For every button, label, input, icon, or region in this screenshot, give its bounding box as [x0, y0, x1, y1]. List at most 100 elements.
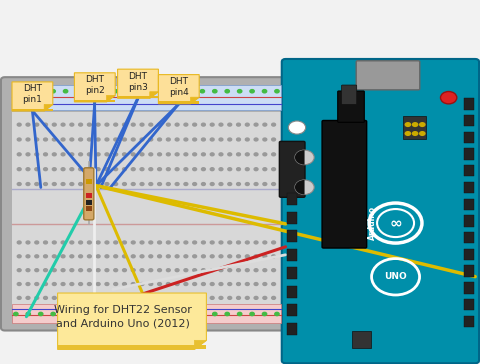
Circle shape: [210, 269, 214, 272]
Circle shape: [228, 153, 232, 156]
Polygon shape: [118, 69, 158, 98]
Circle shape: [17, 255, 21, 258]
Circle shape: [157, 138, 161, 141]
Bar: [464, 115, 474, 126]
Circle shape: [157, 153, 161, 156]
Circle shape: [245, 153, 249, 156]
Circle shape: [105, 153, 109, 156]
Circle shape: [202, 168, 205, 171]
Text: Wiring for DHT22 Sensor
and Arduino Uno (2012): Wiring for DHT22 Sensor and Arduino Uno …: [54, 305, 192, 329]
Bar: [287, 249, 297, 261]
Bar: [287, 230, 297, 242]
Circle shape: [163, 312, 167, 316]
Circle shape: [167, 153, 170, 156]
Circle shape: [26, 241, 30, 244]
Circle shape: [263, 312, 267, 316]
Circle shape: [87, 296, 91, 299]
Circle shape: [17, 269, 21, 272]
Circle shape: [149, 296, 153, 299]
Circle shape: [157, 255, 161, 258]
Circle shape: [250, 312, 254, 316]
Circle shape: [35, 255, 39, 258]
Circle shape: [237, 138, 240, 141]
Circle shape: [87, 269, 91, 272]
Circle shape: [140, 296, 144, 299]
Circle shape: [132, 241, 135, 244]
Circle shape: [114, 138, 118, 141]
Circle shape: [87, 168, 91, 171]
Circle shape: [175, 123, 179, 126]
Bar: [12, 112, 281, 310]
Circle shape: [61, 241, 65, 244]
Bar: [464, 215, 474, 227]
Circle shape: [51, 312, 55, 316]
Circle shape: [114, 282, 118, 285]
Circle shape: [70, 282, 74, 285]
Circle shape: [184, 153, 188, 156]
Circle shape: [26, 296, 30, 299]
Circle shape: [237, 255, 240, 258]
Circle shape: [157, 269, 161, 272]
Circle shape: [61, 123, 65, 126]
Circle shape: [105, 296, 109, 299]
Circle shape: [140, 282, 144, 285]
Circle shape: [132, 255, 135, 258]
Circle shape: [79, 282, 83, 285]
Circle shape: [184, 123, 188, 126]
Circle shape: [272, 282, 276, 285]
Circle shape: [295, 150, 314, 165]
Circle shape: [275, 312, 279, 316]
Bar: [85, 200, 92, 205]
Circle shape: [237, 168, 240, 171]
Circle shape: [245, 255, 249, 258]
FancyBboxPatch shape: [338, 91, 364, 122]
Circle shape: [38, 312, 43, 316]
Circle shape: [149, 153, 153, 156]
Bar: [158, 102, 199, 104]
Circle shape: [87, 282, 91, 285]
Circle shape: [140, 269, 144, 272]
Circle shape: [193, 123, 197, 126]
Circle shape: [167, 168, 170, 171]
Circle shape: [105, 183, 109, 186]
Bar: [287, 193, 297, 205]
Circle shape: [70, 153, 74, 156]
Circle shape: [184, 282, 188, 285]
Circle shape: [70, 296, 74, 299]
Circle shape: [122, 153, 126, 156]
Circle shape: [263, 183, 267, 186]
Circle shape: [132, 183, 135, 186]
Circle shape: [132, 269, 135, 272]
Circle shape: [254, 296, 258, 299]
Circle shape: [17, 183, 21, 186]
Circle shape: [175, 241, 179, 244]
Circle shape: [254, 138, 258, 141]
Circle shape: [35, 241, 39, 244]
Circle shape: [202, 138, 205, 141]
Circle shape: [114, 123, 118, 126]
Text: Arduino: Arduino: [368, 206, 377, 240]
Bar: [287, 267, 297, 279]
Bar: [464, 98, 474, 110]
Text: UNO: UNO: [384, 272, 407, 281]
Circle shape: [61, 138, 65, 141]
Circle shape: [210, 296, 214, 299]
Circle shape: [79, 241, 83, 244]
Circle shape: [219, 269, 223, 272]
Circle shape: [245, 241, 249, 244]
Circle shape: [70, 241, 74, 244]
Circle shape: [219, 241, 223, 244]
Circle shape: [132, 282, 135, 285]
Circle shape: [175, 296, 179, 299]
Circle shape: [210, 123, 214, 126]
Circle shape: [26, 255, 30, 258]
Circle shape: [238, 90, 242, 93]
Circle shape: [175, 138, 179, 141]
Bar: [464, 132, 474, 143]
Circle shape: [26, 153, 30, 156]
Circle shape: [263, 123, 267, 126]
Circle shape: [44, 241, 48, 244]
Circle shape: [245, 138, 249, 141]
Text: DHT
pin2: DHT pin2: [85, 75, 105, 95]
Circle shape: [193, 269, 197, 272]
